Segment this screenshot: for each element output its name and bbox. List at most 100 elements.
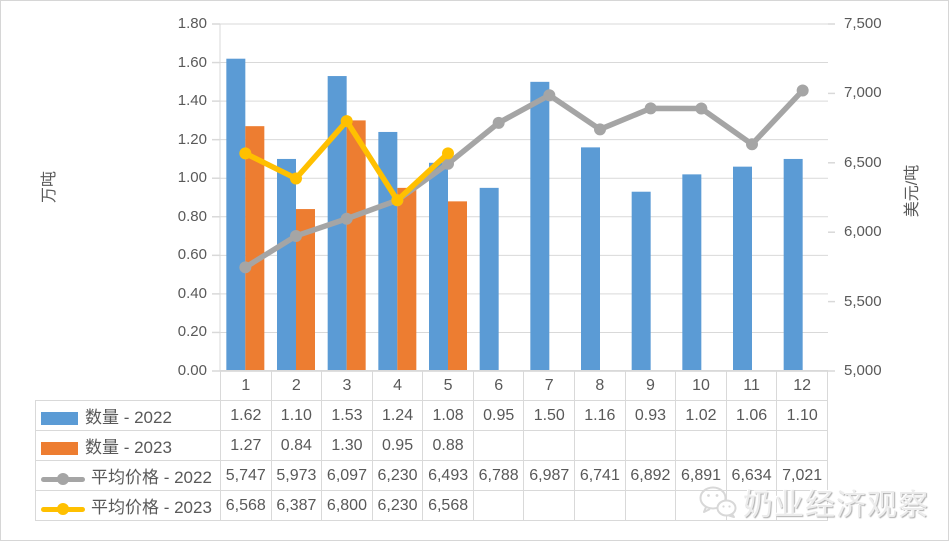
- value-cell: 1.53: [321, 400, 373, 431]
- left-axis-tick: 1.00: [177, 169, 207, 187]
- right-axis-tick: 7,000: [844, 84, 882, 102]
- marker-平均价格 - 2023: [340, 115, 353, 128]
- left-axis-tick: 0.00: [177, 362, 207, 379]
- legend-cell: 平均价格 - 2023: [35, 490, 221, 521]
- value-cell: 6,800: [321, 490, 373, 521]
- value-cell: 5,747: [220, 460, 272, 491]
- value-cell: [725, 490, 778, 521]
- right-axis-tick: 7,500: [844, 15, 882, 32]
- marker-平均价格 - 2022: [644, 102, 657, 115]
- value-cell: 6,634: [725, 460, 778, 491]
- value-cell: 1.24: [371, 400, 424, 431]
- legend-line-marker: [57, 472, 69, 485]
- value-cell: 1.30: [321, 430, 373, 461]
- bar-数量 - 2023-m5: [448, 201, 467, 371]
- value-cell: 6,891: [675, 460, 727, 491]
- value-cell: 6,741: [574, 460, 626, 491]
- bar-数量 - 2023-m4: [397, 187, 417, 371]
- value-cell: 0.93: [624, 400, 677, 431]
- bar-数量 - 2023-m3: [346, 120, 366, 371]
- marker-平均价格 - 2023: [290, 172, 302, 185]
- value-cell: 1.06: [725, 400, 778, 431]
- month-header-cell: 1: [220, 370, 272, 401]
- value-cell: 1.16: [574, 400, 626, 431]
- marker-平均价格 - 2022: [594, 123, 606, 136]
- value-cell: 0.95: [472, 400, 525, 431]
- bar-数量 - 2022-m5: [429, 162, 448, 371]
- value-cell: 1.62: [220, 400, 272, 431]
- value-cell: [472, 430, 525, 461]
- value-cell: 6,230: [371, 460, 424, 491]
- bar-数量 - 2022-m12: [783, 158, 803, 371]
- month-header-cell: 5: [422, 370, 474, 401]
- legend-cell: 平均价格 - 2022: [35, 460, 221, 491]
- value-cell: [574, 430, 626, 461]
- left-axis-tick: 1.60: [177, 53, 207, 71]
- table-row: 数量 - 2023 1.27 0.84 1.30 0.95 0.88: [35, 430, 828, 461]
- marker-平均价格 - 2023: [442, 147, 454, 160]
- month-header-cell: 9: [624, 370, 677, 401]
- right-axis-tick: 5,000: [844, 362, 882, 379]
- month-header-cell: 11: [725, 370, 778, 401]
- legend-label: 平均价格 - 2022: [91, 468, 212, 487]
- month-header-cell: 10: [675, 370, 727, 401]
- legend-label: 数量 - 2023: [85, 438, 172, 457]
- left-axis-title: 万吨: [41, 170, 58, 204]
- marker-平均价格 - 2022: [442, 157, 454, 170]
- marker-平均价格 - 2022: [695, 102, 708, 115]
- legend-line-swatch: [41, 472, 85, 486]
- table-header-row: 1 2 3 4 5 6 7 8 9 10 11 12: [36, 370, 828, 401]
- left-axis-tick: 0.20: [177, 323, 207, 341]
- value-cell: 6,493: [422, 460, 474, 491]
- bar-数量 - 2022-m11: [733, 166, 752, 371]
- table-corner-cell: [36, 371, 221, 401]
- left-axis-tick: 0.80: [177, 207, 207, 225]
- legend-label: 数量 - 2022: [85, 408, 172, 427]
- bar-数量 - 2022-m1: [226, 58, 246, 371]
- value-cell: [624, 430, 677, 461]
- month-header-cell: 6: [472, 370, 525, 401]
- left-axis-tick: 1.40: [177, 92, 207, 110]
- value-cell: 6,230: [371, 490, 424, 521]
- value-cell: 1.10: [776, 400, 828, 431]
- left-axis-tick: 0.60: [177, 246, 207, 264]
- value-cell: 6,987: [523, 460, 576, 491]
- marker-平均价格 - 2023: [239, 147, 252, 160]
- month-header-cell: 8: [574, 370, 626, 401]
- value-cell: 6,097: [321, 460, 373, 491]
- bar-数量 - 2023-m2: [296, 209, 315, 371]
- value-cell: 6,387: [270, 490, 323, 521]
- value-cell: 6,892: [624, 460, 677, 491]
- table-row: 数量 - 2022 1.62 1.10 1.53 1.24 1.08 0.95 1.50 1.1…: [35, 400, 828, 431]
- value-cell: 0.88: [422, 430, 474, 461]
- value-cell: 1.02: [675, 400, 727, 431]
- value-cell: [776, 430, 828, 461]
- value-cell: 6,568: [422, 490, 474, 521]
- value-cell: [624, 490, 677, 521]
- data-table: 1 2 3 4 5 6 7 8 9 10 11 12 数量 - 2022 1.62 1.10 1.53 1.24…: [35, 370, 828, 521]
- table-row: 平均价格 - 2023 6,568 6,387 6,800 6,230 6,568: [35, 490, 828, 521]
- legend-label: 平均价格 - 2023: [91, 498, 212, 517]
- legend-bar-swatch: [41, 442, 78, 456]
- value-cell: 6,568: [220, 490, 272, 521]
- month-header-cell: 2: [270, 370, 323, 401]
- bar-数量 - 2022-m7: [530, 81, 550, 371]
- value-cell: 0.84: [270, 430, 323, 461]
- month-header-cell: 12: [776, 370, 828, 401]
- month-header-cell: 3: [321, 370, 373, 401]
- marker-平均价格 - 2022: [239, 261, 252, 274]
- marker-平均价格 - 2022: [492, 116, 505, 129]
- value-cell: 6,788: [472, 460, 525, 491]
- marker-平均价格 - 2022: [290, 229, 302, 242]
- marker-平均价格 - 2023: [391, 194, 404, 207]
- value-cell: [675, 430, 727, 461]
- table-row: 平均价格 - 2022 5,747 5,973 6,097 6,230 6,493 6,78…: [35, 460, 828, 491]
- value-cell: 1.10: [270, 400, 323, 431]
- value-cell: 0.95: [371, 430, 424, 461]
- legend-line-swatch: [41, 502, 85, 516]
- marker-平均价格 - 2022: [543, 89, 556, 102]
- left-axis-tick: 1.80: [177, 15, 207, 32]
- legend-cell: 数量 - 2022: [35, 400, 221, 431]
- bar-数量 - 2022-m8: [581, 147, 600, 371]
